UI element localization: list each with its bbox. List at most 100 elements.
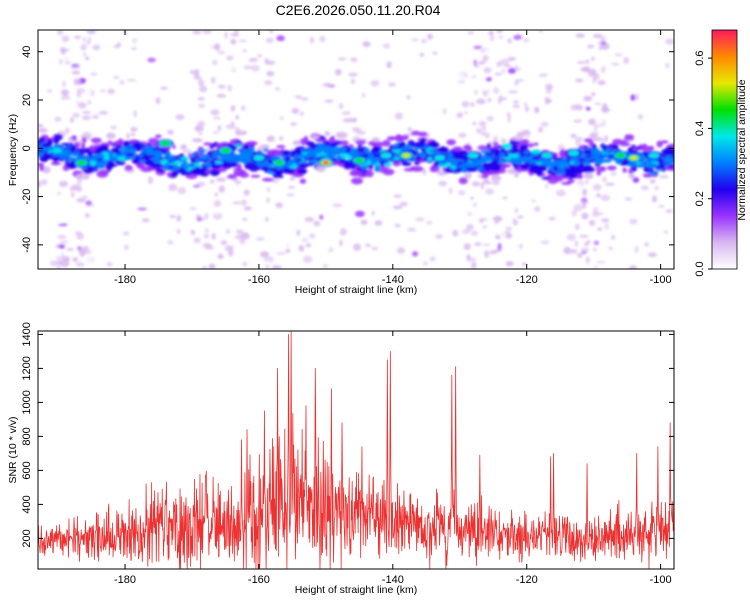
heatmap-band-core-cell [38, 149, 45, 153]
heatmap-noise-cell [493, 87, 500, 94]
heatmap-band-core-cell [243, 144, 250, 150]
heatmap-band-cell [414, 160, 420, 166]
heatmap-noise-cell [269, 30, 274, 34]
heatmap-noise-cell [463, 243, 471, 251]
x-tick-label: -100 [650, 574, 672, 586]
heatmap-noise-cell [286, 193, 295, 197]
heatmap-noise-cell [85, 89, 92, 97]
heatmap-noise-cell [275, 87, 281, 91]
heatmap-band-cell [478, 145, 490, 150]
heatmap-noise-cell [534, 206, 541, 212]
heatmap-noise-cell [485, 188, 494, 195]
heatmap-noise-cell [575, 33, 585, 38]
heatmap-noise-cell [193, 73, 200, 80]
heatmap-band-cell [154, 164, 165, 168]
heatmap-noise-cell [197, 97, 206, 101]
heatmap-band-cell [303, 135, 309, 143]
heatmap-noise-cell [115, 222, 125, 226]
heatmap-noise-cell [487, 92, 491, 99]
heatmap-noise-cell [362, 41, 371, 48]
heatmap-band-cell [642, 143, 648, 149]
heatmap-noise-cell [472, 202, 478, 207]
heatmap-band-cell [38, 128, 48, 133]
heatmap-band-cell [551, 171, 556, 176]
heatmap-noise-cell [634, 93, 639, 101]
heatmap-noise-cell [167, 129, 174, 135]
heatmap-band-cell [330, 135, 335, 142]
heatmap-band-cell [192, 138, 203, 143]
heatmap-band-cell [371, 137, 381, 143]
heatmap-noise-cell [432, 245, 443, 251]
heatmap-band-core-cell [368, 153, 374, 158]
heatmap-band-core-cell [562, 160, 568, 166]
heatmap-noise-cell [192, 30, 202, 35]
heatmap-noise-cell [534, 106, 540, 114]
heatmap-band-core-cell [582, 161, 591, 165]
colorbar: 0.0 0.2 0.4 0.6 Normalized spectral amplitu… [694, 29, 748, 277]
heatmap-noise-cell [70, 226, 75, 232]
heatmap-noise-cell [355, 210, 365, 218]
heatmap-noise-cell [80, 190, 88, 195]
heatmap-noise-cell [184, 105, 191, 109]
heatmap-band-cell [259, 144, 270, 149]
heatmap-noise-cell [428, 102, 433, 110]
heatmap-noise-cell [573, 203, 583, 212]
heatmap-band-cell [64, 142, 70, 147]
heatmap-band-core-cell [531, 149, 542, 154]
heatmap-band-core-cell [296, 158, 303, 162]
x-tick-label: -120 [516, 274, 538, 286]
heatmap-noise-cell [266, 135, 275, 143]
heatmap-band-cell [130, 148, 136, 154]
heatmap-noise-cell [444, 44, 450, 48]
heatmap-noise-cell [420, 38, 427, 44]
heatmap-noise-cell [57, 223, 68, 227]
heatmap-noise-cell [452, 229, 459, 237]
heatmap-noise-cell [490, 82, 496, 86]
heatmap-noise-cell [47, 89, 52, 93]
heatmap-noise-cell [345, 60, 353, 67]
heatmap-noise-cell [98, 111, 109, 115]
heatmap-noise-cell [570, 133, 577, 139]
heatmap-noise-cell [478, 218, 484, 223]
heatmap-noise-cell [70, 191, 75, 198]
heatmap-band-cell [528, 143, 534, 148]
heatmap-band-cell [547, 169, 553, 174]
heatmap-noise-cell [394, 112, 404, 120]
heatmap-hotspot [274, 160, 284, 166]
heatmap-noise-cell [486, 115, 494, 122]
heatmap-noise-cell [412, 251, 419, 257]
heatmap-noise-cell [155, 97, 161, 105]
heatmap-band-cell [116, 160, 126, 166]
heatmap-noise-cell [207, 218, 215, 222]
x-tick-label: -160 [248, 274, 270, 286]
heatmap-noise-cell [593, 248, 597, 252]
heatmap-noise-cell [264, 57, 269, 65]
heatmap-noise-cell [208, 93, 217, 99]
heatmap-band-cell [130, 126, 138, 132]
heatmap-noise-cell [531, 199, 536, 203]
heatmap-band-cell [482, 162, 487, 169]
heatmap-noise-cell [487, 97, 492, 103]
heatmap-noise-cell [604, 134, 608, 143]
heatmap-noise-cell [476, 98, 486, 105]
spectrogram-heatmap [38, 30, 674, 269]
heatmap-band-cell [299, 163, 308, 169]
heatmap-noise-cell [152, 200, 162, 208]
heatmap-noise-cell [489, 250, 498, 255]
heatmap-band-cell [628, 172, 636, 179]
heatmap-noise-cell [235, 129, 242, 136]
heatmap-noise-cell [591, 236, 602, 239]
heatmap-noise-cell [367, 217, 376, 224]
heatmap-noise-cell [484, 135, 490, 138]
heatmap-noise-cell [61, 96, 66, 100]
heatmap-noise-cell [79, 249, 86, 257]
heatmap-noise-cell [236, 229, 242, 234]
heatmap-band-cell [351, 177, 363, 185]
heatmap-band-cell [328, 143, 338, 148]
heatmap-noise-cell [319, 35, 326, 43]
heatmap-band-core-cell [373, 153, 379, 159]
heatmap-noise-cell [524, 240, 535, 248]
heatmap-noise-cell [435, 64, 441, 71]
heatmap-noise-cell [468, 71, 473, 80]
heatmap-noise-cell [503, 64, 512, 68]
